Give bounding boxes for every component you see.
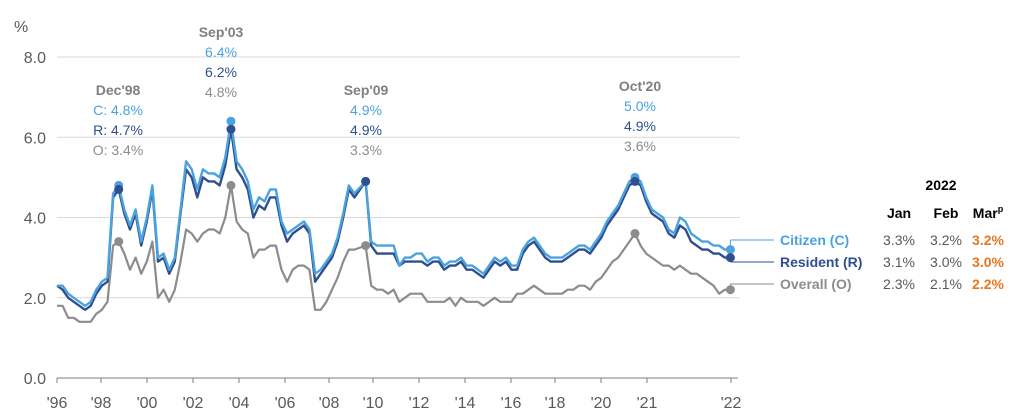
table-year: 2022 [925, 177, 956, 193]
x-tick-label: '18 [545, 395, 566, 412]
y-axis-unit-label: % [14, 19, 28, 36]
peak-annotations: Dec'98 C: 4.8% R: 4.7% O: 3.4% Sep'03 6.4% 6.2… [93, 24, 661, 251]
annotation-date: Sep'09 [344, 82, 389, 98]
y-axis-ticks: 0.0 2.0 4.0 6.0 8.0 [24, 50, 46, 388]
annotation-value: 4.8% [205, 84, 237, 100]
x-tick-label: '06 [275, 395, 296, 412]
series-legend: Citizen (C) Resident (R) Overall (O) [725, 232, 862, 295]
x-tick-label: '08 [319, 395, 340, 412]
annotation-value: 6.4% [205, 44, 237, 60]
x-tick-label: '12 [409, 395, 430, 412]
series-line-0 [57, 120, 731, 307]
y-tick-label: 0.0 [24, 371, 46, 388]
x-tick-label: '04 [229, 395, 250, 412]
annotation-value: 3.6% [624, 138, 656, 154]
table-column-header: Feb [934, 205, 959, 221]
x-tick-label: '14 [455, 395, 476, 412]
x-tick-label: '22 [721, 395, 742, 412]
peak-marker [114, 237, 124, 247]
series-line-2 [57, 184, 731, 323]
annotation-value: 4.9% [350, 102, 382, 118]
table-cell: 2.3% [883, 276, 915, 292]
legend-label: Citizen (C) [780, 232, 849, 248]
legend-label: Resident (R) [780, 254, 862, 270]
series-line-1 [56, 127, 731, 311]
latest-values-table: 2022 Jan Feb Marp 3.3% 3.2% 3.2% 3.1% 3.0% 3.0% 2.… [883, 177, 1004, 292]
annotation-date: Oct'20 [619, 78, 661, 94]
x-tick-label: '21 [637, 395, 658, 412]
table-cell: 2.1% [930, 276, 962, 292]
y-tick-label: 8.0 [24, 50, 46, 67]
table-cell: 3.0% [972, 254, 1004, 270]
x-tick-label: '96 [47, 395, 68, 412]
legend-label: Overall (O) [780, 276, 852, 292]
x-tick-label: '02 [183, 395, 204, 412]
table-cell: 3.1% [883, 254, 915, 270]
peak-marker [226, 116, 236, 126]
table-column-header: Marp [973, 204, 1004, 221]
annotation-value: O: 3.4% [93, 142, 144, 158]
series-lines [56, 120, 731, 323]
table-cell: 3.2% [930, 232, 962, 248]
table-cell: 3.2% [972, 232, 1004, 248]
peak-marker [226, 180, 236, 190]
x-tick-label: '00 [137, 395, 158, 412]
x-tick-label: '98 [91, 395, 112, 412]
annotation-value: 4.9% [624, 118, 656, 134]
table-column-header: Jan [887, 205, 911, 221]
peak-marker [630, 176, 640, 186]
peak-marker [114, 184, 124, 194]
annotation-date: Dec'98 [96, 82, 141, 98]
annotation-value: R: 4.7% [93, 122, 143, 138]
x-tick-label: '10 [363, 395, 384, 412]
peak-marker [630, 229, 640, 239]
peak-marker [361, 176, 371, 186]
x-tick-label: '20 [591, 395, 612, 412]
annotation-value: 3.3% [350, 142, 382, 158]
table-cell: 2.2% [972, 276, 1004, 292]
annotation-value: 5.0% [624, 98, 656, 114]
y-tick-label: 6.0 [24, 130, 46, 147]
y-tick-label: 2.0 [24, 291, 46, 308]
annotation-value: C: 4.8% [93, 102, 143, 118]
annotation-date: Sep'03 [199, 24, 244, 40]
annotation-value: 6.2% [205, 64, 237, 80]
x-tick-label: '16 [501, 395, 522, 412]
x-axis: '96 '98 '00 '02 '04 '06 '08 '10 '12 '14 '16 '18 '20 '… [47, 377, 742, 412]
y-tick-label: 4.0 [24, 211, 46, 228]
table-cell: 3.3% [883, 232, 915, 248]
peak-marker [226, 124, 236, 134]
annotation-value: 4.9% [350, 122, 382, 138]
table-cell: 3.0% [930, 254, 962, 270]
superscript: p [998, 204, 1004, 214]
peak-marker [361, 241, 371, 251]
